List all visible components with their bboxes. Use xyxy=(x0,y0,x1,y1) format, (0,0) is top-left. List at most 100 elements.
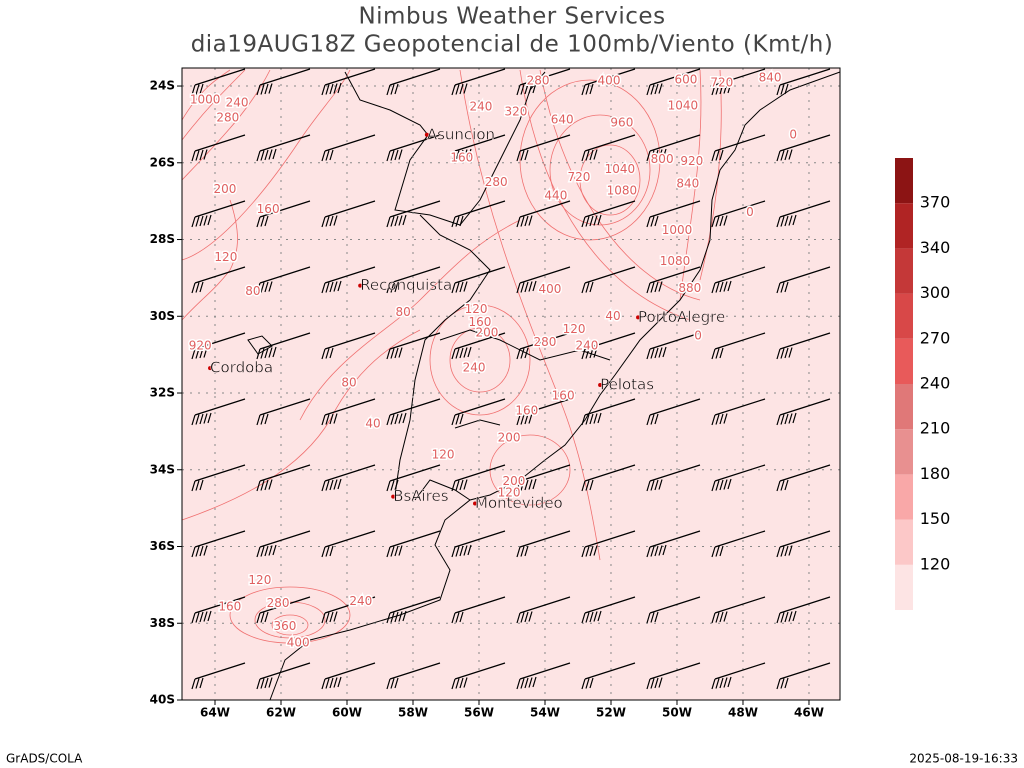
contour-label: 960 xyxy=(610,115,633,129)
wind-barb xyxy=(646,266,701,294)
lon-tick-label: 58W xyxy=(398,706,428,720)
wind-barb xyxy=(581,266,636,294)
wind-barb xyxy=(386,464,441,492)
colorbar-label: 370 xyxy=(920,193,951,212)
wind-barb xyxy=(581,398,636,426)
wind-barb xyxy=(191,464,246,492)
wind-barb xyxy=(386,596,441,624)
contour-label: 400 xyxy=(538,282,561,296)
wind-barb xyxy=(191,530,246,558)
wind-barb xyxy=(776,530,831,558)
city-dot xyxy=(424,132,429,137)
contour-label: 200 xyxy=(498,430,521,444)
wind-barb xyxy=(646,332,701,360)
wind-barb xyxy=(776,68,831,96)
wind-barb xyxy=(451,200,506,228)
lon-tick-label: 52W xyxy=(596,706,626,720)
wind-barb xyxy=(191,134,246,162)
contour-label: 800 xyxy=(651,152,674,166)
colorbar-box xyxy=(895,474,913,520)
wind-barb xyxy=(256,68,311,96)
title-line: dia19AUG18Z Geopotencial de 100mb/Viento… xyxy=(191,32,834,58)
wind-barb xyxy=(321,530,376,558)
wind-barb xyxy=(646,134,701,162)
city-dot xyxy=(636,315,641,320)
map-frame xyxy=(181,67,841,701)
colorbar-box xyxy=(895,429,913,475)
wind-barb xyxy=(776,464,831,492)
city-dot xyxy=(598,382,603,387)
contour-label: 160 xyxy=(515,404,538,418)
wind-barb xyxy=(321,332,376,360)
wind-barb xyxy=(451,398,506,426)
city-dot xyxy=(391,494,396,499)
contour-label: 840 xyxy=(676,176,699,190)
contour-label: 120 xyxy=(465,302,488,316)
city-dot xyxy=(208,366,213,371)
wind-barb xyxy=(581,332,636,360)
lon-tick-label: 56W xyxy=(464,706,494,720)
contour-label: 160 xyxy=(552,389,575,403)
wind-barb xyxy=(776,266,831,294)
contour-label: 200 xyxy=(213,182,236,196)
wind-barb xyxy=(256,596,311,624)
colorbar-label: 210 xyxy=(920,419,951,438)
wind-barb xyxy=(646,200,701,228)
colorbar-box xyxy=(895,158,913,204)
wind-barb xyxy=(516,200,571,228)
contour-label: 400 xyxy=(287,636,310,650)
wind-barb xyxy=(386,332,441,360)
colorbar-box xyxy=(895,293,913,339)
wind-barb xyxy=(451,662,506,690)
wind-barb xyxy=(516,134,571,162)
contour-label: 880 xyxy=(678,281,701,295)
wind-barb xyxy=(516,68,571,96)
wind-barb xyxy=(256,662,311,690)
wind-barb xyxy=(451,464,506,492)
wind-barb xyxy=(256,266,311,294)
wind-barb xyxy=(516,398,571,426)
wind-barb xyxy=(256,530,311,558)
wind-barb xyxy=(646,68,701,96)
contour-label: 720 xyxy=(710,75,733,89)
wind-barb xyxy=(191,398,246,426)
contour-label: 1080 xyxy=(607,183,638,197)
city-label: Pelotas xyxy=(600,375,654,393)
wind-barb xyxy=(386,200,441,228)
contour-label: 1080 xyxy=(660,254,691,268)
wind-barb xyxy=(516,332,571,360)
wind-barb xyxy=(711,596,766,624)
contour-label: 400 xyxy=(598,74,621,88)
colorbar-label: 180 xyxy=(920,464,951,483)
wind-barb xyxy=(386,662,441,690)
wind-barb xyxy=(646,530,701,558)
wind-barb xyxy=(581,68,636,96)
colorbar-box xyxy=(895,384,913,430)
wind-barb xyxy=(256,200,311,228)
contour-label: 120 xyxy=(214,250,237,264)
wind-barb xyxy=(386,398,441,426)
colorbar-box xyxy=(895,338,913,384)
colorbar-box xyxy=(895,203,913,249)
map-background xyxy=(182,68,840,700)
contour-label: 40 xyxy=(605,309,620,323)
contour-label: 80 xyxy=(245,284,260,298)
wind-barb xyxy=(646,596,701,624)
wind-barb xyxy=(191,662,246,690)
contour-label: 280 xyxy=(216,110,239,124)
wind-barb xyxy=(516,530,571,558)
city-dot xyxy=(358,283,363,288)
wind-barb xyxy=(776,200,831,228)
wind-barb xyxy=(776,662,831,690)
contour-label: 120 xyxy=(498,485,521,499)
lat-tick-label: 26S xyxy=(150,155,175,169)
wind-barb xyxy=(646,662,701,690)
wind-barb xyxy=(711,530,766,558)
contour-label: 1000 xyxy=(190,92,221,106)
lat-tick-label: 34S xyxy=(150,462,175,476)
wind-barb xyxy=(386,68,441,96)
wind-barb xyxy=(711,266,766,294)
contour-label: 600 xyxy=(674,72,697,86)
wind-barb xyxy=(711,68,766,96)
contour-label: 240 xyxy=(463,361,486,375)
